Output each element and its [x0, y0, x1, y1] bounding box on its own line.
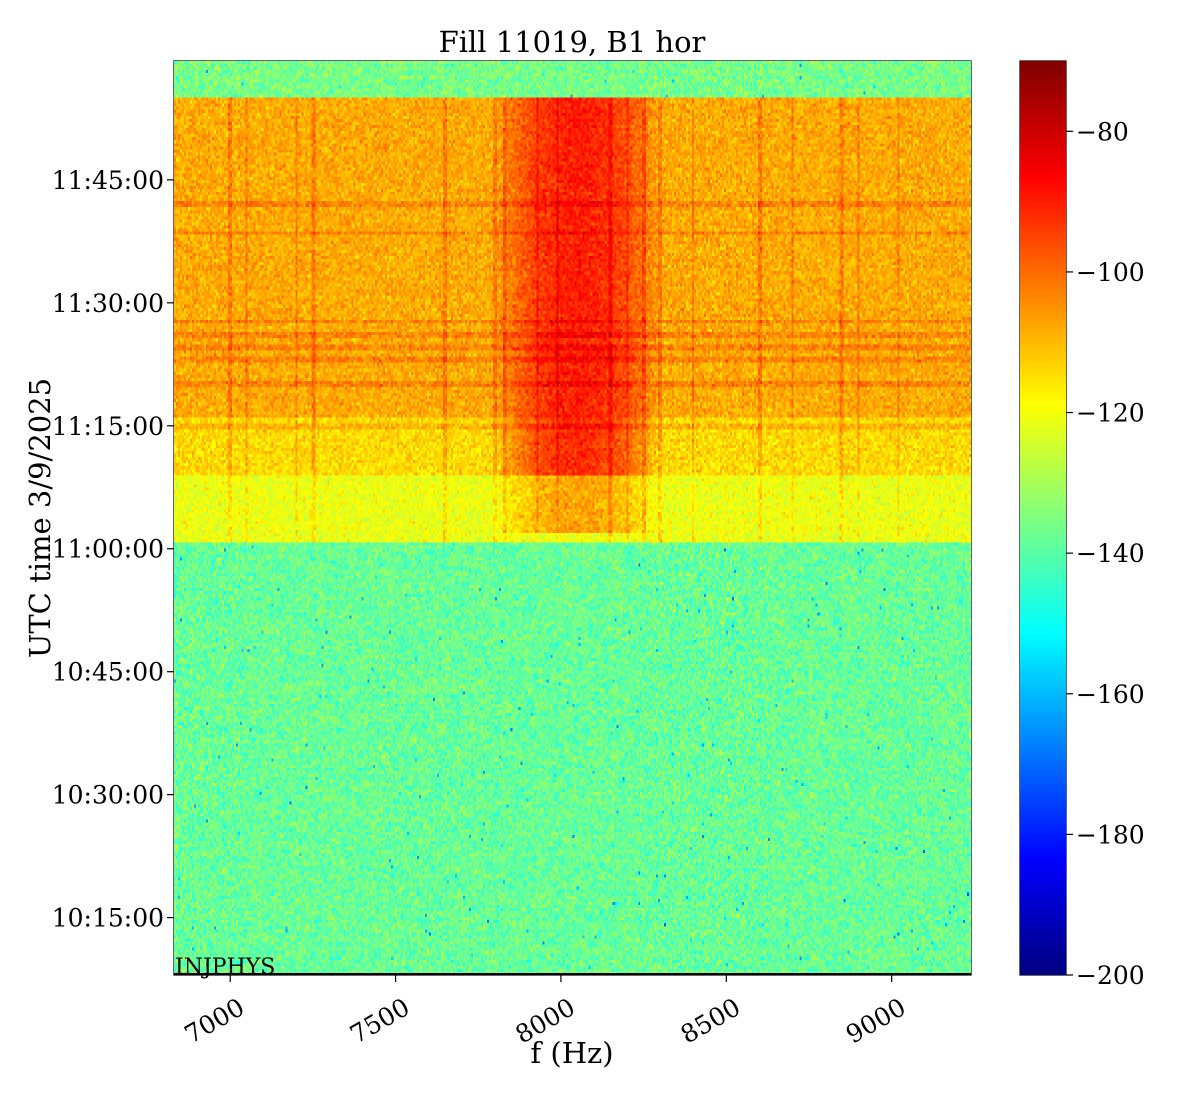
x-tick-label: 9000	[841, 992, 911, 1049]
colorbar-tick-label: −80	[1076, 117, 1129, 146]
y-tick-label: 10:45:00	[52, 658, 164, 687]
colorbar-tick-label: −180	[1076, 820, 1145, 849]
colorbar-tick-label: −100	[1076, 258, 1145, 287]
spectrogram-heatmap	[174, 61, 971, 975]
y-tick-label: 10:30:00	[52, 781, 164, 810]
x-axis-label: f (Hz)	[530, 1036, 613, 1070]
colorbar-tick-label: −140	[1076, 539, 1145, 568]
colorbar-tick-label: −120	[1076, 399, 1145, 428]
colorbar-tick-label: −160	[1076, 680, 1145, 709]
x-tick-label: 7000	[180, 992, 250, 1049]
colorbar-axis: −80 −100 −120 −140 −160 −180 −200	[1066, 117, 1145, 990]
x-tick-label: 8500	[676, 992, 746, 1049]
y-axis: 10:15:00 10:30:00 10:45:00 11:00:00 11:15:00…	[52, 166, 174, 933]
x-tick-label: 7500	[345, 992, 415, 1049]
y-tick-label: 10:15:00	[52, 904, 164, 933]
chart-title: Fill 11019, B1 hor	[439, 25, 706, 59]
y-tick-label: 11:15:00	[52, 412, 164, 441]
y-tick-label: 11:45:00	[52, 166, 164, 195]
y-tick-label: 11:00:00	[52, 535, 164, 564]
colorbar	[1020, 61, 1066, 975]
colorbar-tick-label: −200	[1076, 961, 1145, 990]
y-axis-label: UTC time 3/9/2025	[23, 378, 57, 658]
y-tick-label: 11:30:00	[52, 289, 164, 318]
